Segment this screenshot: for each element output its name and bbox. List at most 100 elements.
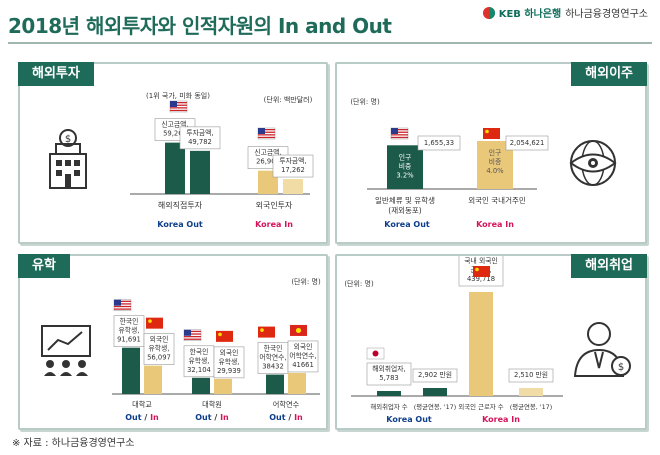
svg-text:2,510 만원: 2,510 만원 <box>514 370 548 379</box>
emigration-share-label-0-2: 3.2% <box>396 171 414 179</box>
study-out-in-label-0: Out / In <box>125 413 159 422</box>
usa-flag-icon <box>169 100 188 113</box>
svg-text:유학생,: 유학생, <box>119 326 140 335</box>
svg-text:59,263: 59,263 <box>163 130 187 138</box>
svg-text:투자금액,: 투자금액, <box>279 156 306 165</box>
svg-text:1,655,33: 1,655,33 <box>424 139 454 147</box>
panel-emigration: 해외이주 (단위: 명) 인구 비중 3.2% 1,655,33 인구 비중 4.0% 2,0… <box>335 62 647 244</box>
emigration-bar-0 <box>387 145 423 189</box>
study-bar-2-1 <box>288 372 306 394</box>
svg-text:Out / In: Out / In <box>125 413 159 422</box>
svg-text:외국인: 외국인 <box>220 348 239 357</box>
svg-text:어학연수,: 어학연수, <box>259 353 286 362</box>
svg-text:49,782: 49,782 <box>188 138 212 146</box>
svg-text:5,783: 5,783 <box>379 374 398 382</box>
employment-data-label-0: 해외취업자,5,783 <box>366 362 412 386</box>
china-flag-icon <box>216 330 233 342</box>
svg-text:한국인: 한국인 <box>120 317 139 326</box>
china-flag-icon <box>258 326 275 338</box>
businessman-money-icon: $ <box>573 322 631 377</box>
page-title: 2018년 해외투자와 인적자원의 In and Out <box>8 14 392 38</box>
svg-text:26,900: 26,900 <box>256 158 280 166</box>
svg-text:신고금액,: 신고금액, <box>254 148 281 157</box>
emigration-share-label-0-0: 인구 <box>399 152 412 161</box>
panel-study-abroad: 유학 (단위: 명) 한국인 유학생, 91,691 외국인 유학생, 56,097 대학교… <box>18 254 328 430</box>
panel-tab-employment: 해외취업 <box>571 254 647 278</box>
svg-text:Out / In: Out / In <box>195 413 229 422</box>
svg-text:투자금액,: 투자금액, <box>186 128 213 137</box>
svg-text:외국인: 외국인 <box>150 335 169 344</box>
study-out-in-label-2: Out / In <box>269 413 303 422</box>
emigration-category-0-line2: (재외동포) <box>388 205 422 215</box>
title-divider <box>8 42 652 44</box>
study-bar-2-0 <box>266 374 284 394</box>
emigration-chart: (단위: 명) 인구비중3.2%1,655,33인구비중4.0%2,054,62… <box>350 97 617 229</box>
emigration-share-label-1-2: 4.0% <box>486 167 504 175</box>
study-category-2: 어학연수 <box>273 400 300 409</box>
usa-flag-icon <box>113 299 132 311</box>
employment-bar-2 <box>469 292 493 396</box>
svg-text:Out / In: Out / In <box>269 413 303 422</box>
employment-bar-3 <box>519 388 543 396</box>
emigration-value-label-0: 1,655,33 <box>417 135 461 151</box>
svg-text:38432: 38432 <box>262 363 284 371</box>
svg-text:한국인: 한국인 <box>264 344 283 353</box>
investment-out-label: Korea Out <box>157 220 203 229</box>
china-flag-icon <box>483 128 500 139</box>
employment-bar-0 <box>377 391 401 396</box>
emigration-category-1: 외국인 국내거주민 <box>468 195 526 205</box>
investment-bar-0-0 <box>165 142 185 194</box>
hana-logo-icon <box>482 6 495 19</box>
teacher-chart-icon <box>41 325 91 376</box>
panel-tab-investment: 해외투자 <box>18 62 94 86</box>
panel-tab-study: 유학 <box>18 254 70 278</box>
employment-category-2: 외국인 근로자 수 <box>458 402 503 411</box>
emigration-category-0-line1: 일반체류 및 유학생 <box>375 195 435 205</box>
emigration-value-label-1: 2,054,621 <box>505 135 549 151</box>
svg-text:한국인: 한국인 <box>190 347 209 356</box>
investment-bar-0-1 <box>190 150 210 194</box>
logo-brand: KEB 하나은행 <box>498 9 562 20</box>
svg-text:29,939: 29,939 <box>217 367 241 375</box>
svg-text:외국인: 외국인 <box>294 342 313 351</box>
svg-text:17,262: 17,262 <box>281 166 305 174</box>
study-bar-1-0 <box>192 377 210 394</box>
svg-text:$: $ <box>618 362 624 373</box>
employment-data-label-1: 2,902 만원 <box>412 368 458 383</box>
employment-data-label-3: 2,510 만원 <box>508 368 554 383</box>
study-out-in-label-1: Out / In <box>195 413 229 422</box>
usa-flag-icon <box>257 127 276 140</box>
panel-overseas-investment: 해외투자 $ (1위 국가, 미화 동일) (단위: 백만달러) 신고금액, 59… <box>18 62 328 244</box>
china-flag-icon <box>473 266 490 277</box>
japan-flag-icon <box>366 347 385 360</box>
study-bar-0-1 <box>144 365 162 394</box>
emigration-share-label-0-1: 비중 <box>399 161 412 170</box>
investment-chart: $ (1위 국가, 미화 동일) (단위: 백만달러) 신고금액,59,263 투… <box>49 91 314 229</box>
source-note: ※ 자료 : 하나금융경영연구소 <box>12 438 135 449</box>
svg-text:유학생,: 유학생, <box>189 356 210 365</box>
emigration-in-label: Korea In <box>476 220 514 229</box>
study-bar-0-0 <box>122 347 140 394</box>
eye-globe-icon <box>569 140 617 186</box>
vietnam-flag-icon <box>290 324 307 336</box>
employment-category-0: 해외취업자 수 <box>370 402 407 411</box>
svg-text:41661: 41661 <box>292 361 314 369</box>
emigration-unit: (단위: 명) <box>350 97 380 106</box>
china-flag-icon <box>146 317 163 329</box>
employment-chart: (단위: 명) 해외취업자,5,783 해외취업자 수 2,902 만원 (평균연봉,… <box>344 256 631 424</box>
panel-tab-emigration: 해외이주 <box>571 62 647 86</box>
employment-unit: (단위: 명) <box>344 279 374 288</box>
employment-out-label: Korea Out <box>386 415 432 424</box>
study-unit: (단위: 명) <box>291 277 321 286</box>
employment-in-label: Korea In <box>482 415 520 424</box>
svg-text:439,718: 439,718 <box>467 275 495 283</box>
study-category-0: 대학교 <box>132 400 152 409</box>
svg-text:어학연수,: 어학연수, <box>289 351 316 360</box>
investment-category-0: 해외직접투자 <box>158 200 203 210</box>
